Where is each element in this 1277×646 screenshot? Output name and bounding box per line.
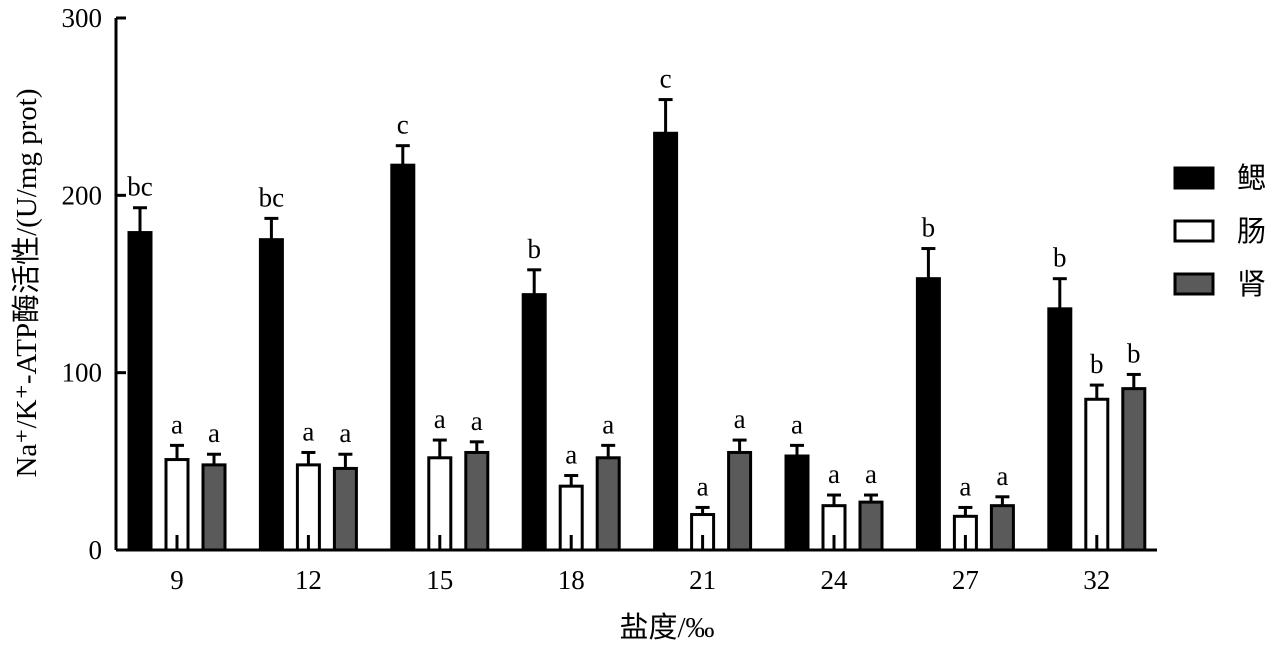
bar-鳃-21 [653, 131, 679, 552]
bar-鳃-12 [258, 238, 284, 552]
significance-label: a [302, 416, 314, 446]
x-ticks: 9 12 15 18 21 24 27 32 [170, 565, 1110, 595]
legend-swatch [1173, 272, 1215, 296]
significance-label: a [339, 418, 351, 448]
x-tick-label: 12 [295, 565, 322, 595]
significance-label: a [471, 406, 483, 436]
significance-label: b [922, 213, 936, 243]
x-tick-label: 21 [689, 565, 716, 595]
bar-鳃-9 [127, 231, 153, 552]
significance-label: c [397, 110, 409, 140]
y-tick-label: 100 [62, 358, 103, 388]
significance-label: a [602, 409, 614, 439]
legend-label: 肾 [1237, 269, 1266, 301]
significance-label: c [660, 64, 672, 94]
x-tick-label: 27 [952, 565, 979, 595]
significance-label: a [434, 404, 446, 434]
x-tick-label: 24 [821, 565, 849, 595]
bar-鳃-27 [915, 277, 941, 552]
y-tick-label: 200 [62, 180, 103, 210]
significance-label: a [565, 440, 577, 470]
significance-label: a [208, 418, 220, 448]
bar-肾-27 [989, 504, 1015, 552]
bar-鳃-32 [1047, 307, 1073, 552]
y-ticks: 0 100 200 300 [62, 3, 126, 565]
significance-label: a [959, 471, 971, 501]
legend: 鳃肠肾 [1173, 162, 1266, 301]
bar-肾-21 [727, 450, 753, 552]
y-tick-label: 0 [89, 535, 103, 565]
bar-肾-32 [1121, 387, 1147, 552]
legend-label: 肠 [1237, 216, 1266, 248]
bar-肾-24 [858, 500, 884, 552]
x-tick-label: 15 [426, 565, 453, 595]
significance-label: b [1053, 243, 1067, 273]
bar-肠-32 [1084, 397, 1110, 552]
significance-label: b [527, 234, 541, 264]
bar-肾-12 [332, 466, 358, 552]
bar-肾-18 [595, 456, 621, 552]
bar-鳃-24 [784, 454, 810, 552]
bar-鳃-15 [390, 163, 416, 552]
significance-label: bc [127, 172, 153, 202]
x-tick-label: 32 [1083, 565, 1110, 595]
significance-label: a [734, 404, 746, 434]
significance-label: a [791, 409, 803, 439]
significance-label: a [697, 471, 709, 501]
legend-swatch [1173, 219, 1215, 243]
significance-label: a [828, 459, 840, 489]
x-tick-label: 18 [558, 565, 585, 595]
x-tick-label: 9 [170, 565, 184, 595]
significance-label: b [1090, 349, 1104, 379]
significance-label: b [1127, 338, 1141, 368]
significance-label: a [996, 461, 1008, 491]
significance-label: bc [259, 182, 285, 212]
significance-label: a [171, 409, 183, 439]
legend-swatch [1173, 166, 1215, 190]
y-axis-title: Na⁺/K⁺-ATP酶活性/(U/mg prot) [10, 88, 43, 477]
bar-肾-9 [201, 463, 227, 552]
bar-鳃-18 [521, 293, 547, 552]
bar-肾-15 [464, 450, 490, 552]
legend-label: 鳃 [1237, 162, 1266, 195]
x-axis-title: 盐度/‰ [619, 611, 714, 644]
significance-label: a [865, 459, 877, 489]
y-tick-label: 300 [62, 3, 103, 33]
